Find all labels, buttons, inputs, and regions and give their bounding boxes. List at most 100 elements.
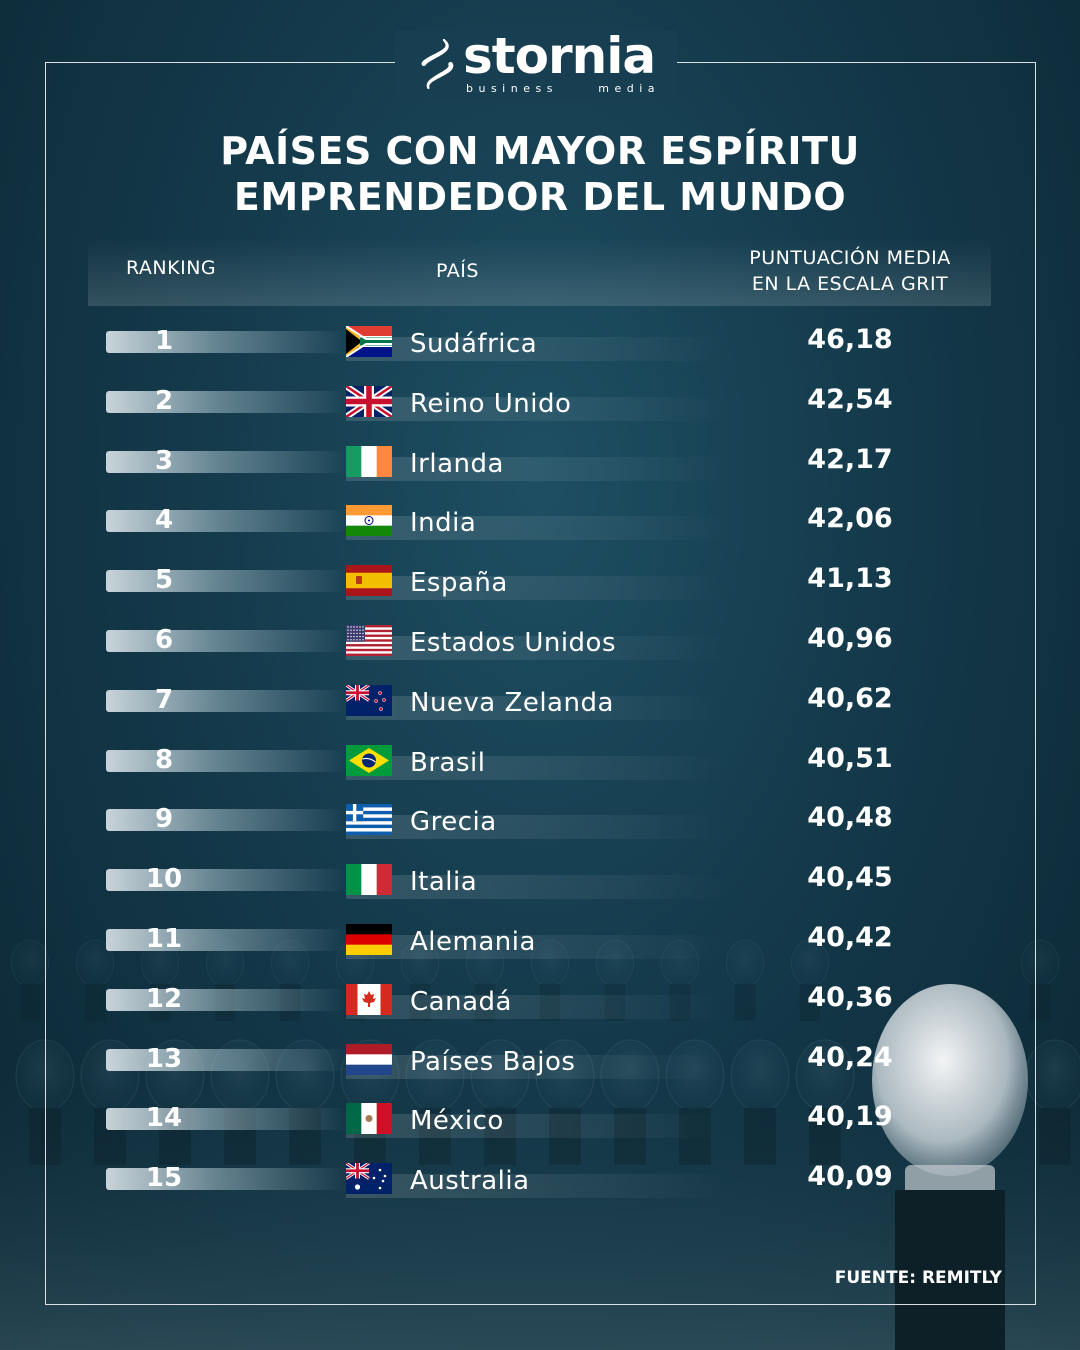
rank-number: 4: [154, 505, 174, 536]
country-bar: [346, 935, 726, 959]
rank-bar: [106, 929, 346, 951]
title-line: EMPRENDEDOR DEL MUNDO: [233, 175, 847, 219]
rank-bar: [106, 1048, 346, 1071]
country-bar: [346, 396, 726, 421]
rank-number: 6: [154, 625, 174, 655]
grit-score: 42,54: [807, 383, 893, 415]
greece-flag: [346, 804, 392, 836]
header-country: PAÍS: [436, 260, 479, 282]
india-flag: [346, 505, 392, 537]
rank-number: 15: [145, 1163, 183, 1194]
light-bulbs-background: [0, 939, 1080, 1350]
rank-number: 9: [154, 804, 174, 835]
country-bar: [346, 815, 726, 840]
country-bar: [346, 516, 726, 541]
table-header-band: [88, 238, 991, 306]
country-bar: [346, 456, 726, 481]
header-rank: RANKING: [126, 257, 217, 279]
country-name: Sudáfrica: [410, 329, 538, 359]
page-title: PAÍSES CON MAYOR ESPÍRITU EMPRENDEDOR DE…: [0, 128, 1080, 220]
mexico-flag: [346, 1103, 392, 1135]
country-bar: [346, 1054, 726, 1079]
country-bar: [346, 695, 726, 720]
rank-number: 3: [154, 445, 174, 476]
grit-score: 46,18: [807, 324, 893, 355]
rank-bar: [106, 331, 346, 353]
header-score-line: EN LA ESCALA GRIT: [751, 273, 949, 295]
grit-score: 41,13: [807, 563, 893, 595]
grit-score: 40,48: [807, 802, 893, 834]
stornia-logo-icon: [421, 38, 454, 90]
rank-number: 8: [154, 744, 174, 775]
logo-mask: [395, 30, 677, 100]
table-row: 8 Brasil 40,51: [0, 743, 1080, 790]
canada-flag: [346, 983, 392, 1015]
germany-flag: [346, 924, 392, 955]
table-row: 7 Nueva Zelanda 40,62: [0, 683, 1080, 730]
country-name: Irlanda: [410, 448, 504, 479]
brand-name: stornia: [463, 27, 656, 85]
rank-number: 12: [145, 983, 183, 1014]
rank-number: 10: [145, 864, 183, 895]
country-name: España: [410, 568, 508, 599]
brand-tagline: business media: [466, 82, 660, 96]
grit-score: 40,36: [807, 981, 893, 1013]
grit-score: 40,19: [807, 1101, 893, 1133]
source-note: FUENTE: REMITLY: [834, 1268, 1002, 1288]
country-name: Italia: [410, 867, 478, 898]
country-bar: [346, 994, 726, 1019]
header-score-line: PUNTUACIÓN MEDIA: [749, 247, 951, 269]
rank-number: 14: [145, 1103, 183, 1134]
header-score: PUNTUACIÓN MEDIA EN LA ESCALA GRIT: [720, 245, 980, 297]
rank-bar: [106, 809, 346, 832]
rank-bar: [106, 1168, 346, 1191]
australia-flag: [346, 1163, 392, 1195]
rank-bar: [106, 689, 346, 712]
tagline-word: media: [598, 82, 660, 95]
rank-bar: [106, 869, 346, 892]
table-row: 15 Australia 40,09: [0, 1161, 1080, 1208]
table-row: 2 Reino Unido 42,54: [0, 384, 1080, 431]
rank-bar: [106, 570, 346, 593]
netherlands-flag: [346, 1043, 392, 1075]
country-bar: [346, 875, 726, 900]
spain-flag: [346, 565, 392, 597]
new-zealand-flag: [346, 684, 392, 716]
country-bar: [346, 1114, 726, 1139]
grit-score: 40,42: [807, 922, 893, 953]
grit-score: 40,51: [807, 742, 893, 774]
country-name: Alemania: [410, 927, 536, 957]
rank-number: 2: [154, 385, 174, 416]
united-kingdom-flag: [346, 385, 392, 417]
table-row: 6 Estados Unidos 40,96: [0, 623, 1080, 670]
country-bar: [346, 576, 726, 601]
country-name: Australia: [410, 1166, 530, 1197]
united-states-flag: [346, 625, 392, 656]
grit-score: 40,24: [807, 1041, 893, 1073]
rank-bar: [106, 1108, 346, 1131]
rank-bar: [106, 988, 346, 1011]
rank-bar: [106, 749, 346, 772]
country-name: Países Bajos: [410, 1046, 576, 1077]
rank-bar: [106, 510, 346, 533]
rank-number: 1: [154, 326, 174, 356]
table-row: 11 Alemania 40,42: [0, 922, 1080, 969]
country-name: Grecia: [410, 807, 497, 838]
table-row: 4 India 42,06: [0, 503, 1080, 550]
country-name: Estados Unidos: [410, 628, 617, 658]
rank-bar: [106, 450, 346, 473]
rank-number: 5: [154, 565, 174, 596]
country-bar: [346, 636, 726, 660]
table-row: 3 Irlanda 42,17: [0, 444, 1080, 491]
table-row: 9 Grecia 40,48: [0, 802, 1080, 849]
grit-score: 42,17: [807, 443, 893, 475]
rank-number: 11: [145, 924, 183, 954]
grit-score: 40,96: [807, 623, 893, 654]
title-line: PAÍSES CON MAYOR ESPÍRITU: [220, 129, 860, 173]
country-name: México: [410, 1106, 504, 1137]
country-name: India: [410, 508, 477, 539]
table-row: 1 Sudáfrica 46,18: [0, 324, 1080, 371]
table-row: 10 Italia 40,45: [0, 862, 1080, 909]
rank-bar: [106, 390, 346, 413]
grit-score: 40,62: [807, 682, 893, 714]
